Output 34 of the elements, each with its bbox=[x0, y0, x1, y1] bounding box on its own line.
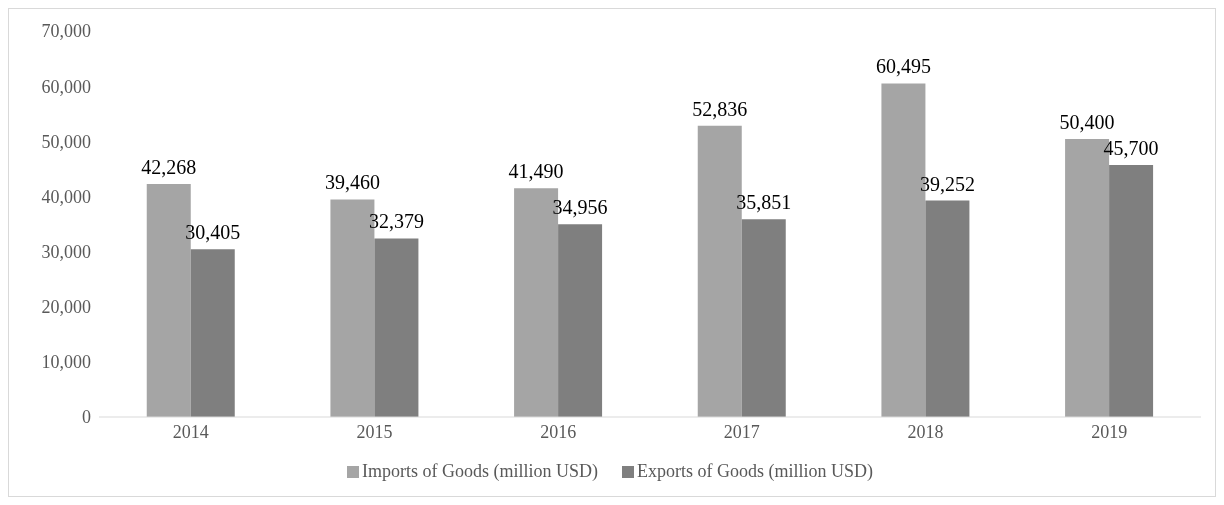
data-label: 39,460 bbox=[324, 171, 380, 194]
x-tick-label: 2019 bbox=[1091, 421, 1128, 442]
bar bbox=[190, 249, 235, 417]
x-tick-label: 2017 bbox=[723, 421, 760, 442]
y-tick-label: 70,000 bbox=[41, 21, 91, 42]
bar bbox=[558, 224, 603, 417]
data-label: 32,379 bbox=[368, 210, 424, 233]
data-label: 35,851 bbox=[736, 191, 792, 214]
data-label: 52,836 bbox=[692, 97, 748, 120]
bar bbox=[925, 200, 970, 417]
data-label: 42,268 bbox=[141, 155, 197, 178]
y-tick-label: 50,000 bbox=[41, 131, 91, 152]
legend-label: Exports of Goods (million USD) bbox=[637, 461, 873, 482]
data-label: 50,400 bbox=[1059, 111, 1115, 134]
bar bbox=[741, 219, 786, 417]
y-tick-label: 30,000 bbox=[41, 241, 91, 262]
bar bbox=[374, 238, 419, 417]
data-label: 39,252 bbox=[919, 172, 975, 195]
data-label: 34,956 bbox=[552, 196, 608, 219]
x-tick-label: 2016 bbox=[540, 421, 577, 442]
x-tick-label: 2018 bbox=[907, 421, 944, 442]
data-label: 45,700 bbox=[1103, 137, 1159, 159]
y-tick-label: 60,000 bbox=[41, 76, 91, 97]
data-label: 41,490 bbox=[508, 160, 564, 183]
data-label: 60,495 bbox=[875, 55, 931, 78]
data-label: 30,405 bbox=[185, 221, 241, 244]
y-tick-label: 40,000 bbox=[41, 186, 91, 207]
y-tick-label: 0 bbox=[82, 407, 91, 428]
x-tick-label: 2015 bbox=[356, 421, 393, 442]
y-tick-label: 10,000 bbox=[41, 352, 91, 373]
legend-label: Imports of Goods (million USD) bbox=[362, 461, 598, 482]
bar bbox=[1109, 165, 1154, 417]
y-tick-label: 20,000 bbox=[41, 297, 91, 318]
x-tick-label: 2014 bbox=[172, 421, 209, 442]
